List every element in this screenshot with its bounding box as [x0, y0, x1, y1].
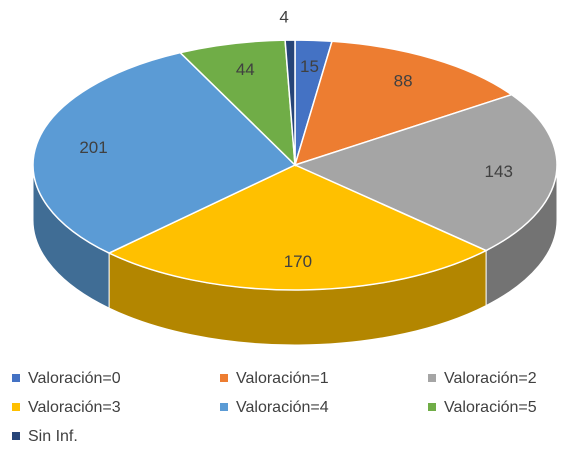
legend-swatch [12, 403, 20, 411]
legend-swatch [428, 403, 436, 411]
data-label: 44 [236, 60, 255, 79]
legend-swatch [12, 432, 20, 440]
slice [178, 39, 296, 167]
legend-swatch [220, 374, 228, 382]
data-label: 170 [284, 252, 312, 271]
legend-swatch [12, 374, 20, 382]
slice [107, 164, 488, 291]
legend-label: Valoración=4 [236, 399, 329, 416]
data-label: 4 [279, 7, 288, 26]
legend-label: Valoración=1 [236, 370, 329, 387]
legend-label: Valoración=5 [444, 399, 537, 416]
slice [284, 39, 296, 166]
legend-label: Valoración=0 [28, 370, 121, 387]
legend-label: Sin Inf. [28, 428, 78, 445]
slice [293, 40, 514, 167]
data-label: 201 [79, 138, 107, 157]
slice [32, 51, 297, 254]
legend-label: Valoración=3 [28, 399, 121, 416]
legend-swatch [220, 403, 228, 411]
data-label: 15 [300, 57, 319, 76]
data-label: 143 [485, 162, 513, 181]
legend-swatch [428, 374, 436, 382]
slice [292, 93, 558, 252]
legend-label: Valoración=2 [444, 370, 537, 387]
data-label: 88 [394, 72, 413, 91]
